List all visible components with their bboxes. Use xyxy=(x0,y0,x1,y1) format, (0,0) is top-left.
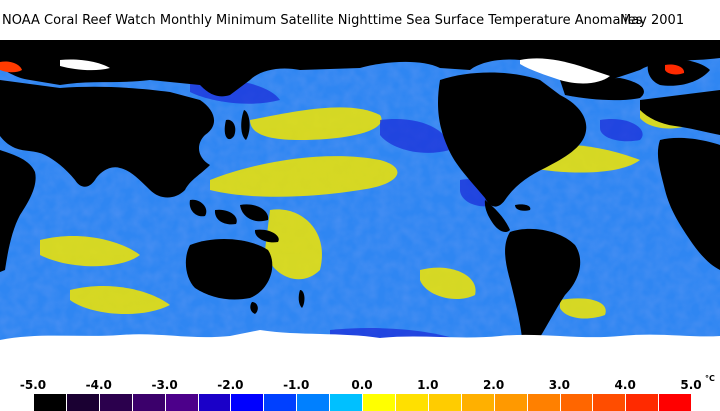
legend-unit: °C xyxy=(705,374,715,383)
legend-tick-label: -5.0 xyxy=(19,378,47,392)
color-bar-segment xyxy=(198,394,232,411)
color-bar-segment xyxy=(264,394,298,411)
color-bar-segment xyxy=(659,394,693,411)
map-date: May 2001 xyxy=(620,13,685,28)
legend-tick-label: -2.0 xyxy=(217,378,244,392)
color-bar-segment xyxy=(428,394,462,411)
color-bar xyxy=(33,394,693,411)
hot-anomaly-spot xyxy=(665,64,685,75)
color-bar-segment xyxy=(363,394,396,411)
legend-tick-label: -4.0 xyxy=(85,378,112,392)
color-bar-segment xyxy=(297,394,331,411)
legend-tick-label: 3.0 xyxy=(548,378,571,392)
legend-tick-label: 5.0 xyxy=(680,378,702,392)
color-bar-segment xyxy=(165,394,199,411)
map-title: NOAA Coral Reef Watch Monthly Minimum Sa… xyxy=(2,13,643,28)
color-bar-segment xyxy=(231,394,265,411)
color-bar-segment xyxy=(461,394,495,411)
color-bar-segment xyxy=(99,394,133,411)
hot-anomaly-spot xyxy=(0,61,22,73)
color-bar-segment xyxy=(330,394,364,411)
color-bar-segment xyxy=(132,394,166,411)
color-bar-segment xyxy=(593,394,627,411)
legend-tick-label: 0.0 xyxy=(351,378,373,392)
sea-ice xyxy=(0,58,720,370)
legend-tick-label: 1.0 xyxy=(417,378,439,392)
world-map xyxy=(0,40,720,370)
color-scale-legend: -5.0 -4.0 -3.0 -2.0 -1.0 0.0 1.0 2.0 3.0 4.0 5.0 °C xyxy=(0,372,720,411)
legend-tick-label: -3.0 xyxy=(151,378,178,392)
color-bar-segment xyxy=(395,394,429,411)
landmasses xyxy=(0,40,720,349)
color-bar-segment xyxy=(34,394,67,411)
color-bar-segment xyxy=(560,394,594,411)
title-bar: NOAA Coral Reef Watch Monthly Minimum Sa… xyxy=(0,0,720,40)
color-bar-segment xyxy=(494,394,528,411)
color-bar-segment xyxy=(527,394,561,411)
legend-tick-label: 4.0 xyxy=(614,378,636,392)
color-bar-segment xyxy=(66,394,100,411)
warm-anomaly-patches xyxy=(40,106,690,319)
legend-tick-label: -1.0 xyxy=(283,378,310,392)
legend-tick-label: 2.0 xyxy=(482,378,505,392)
color-bar-segment xyxy=(626,394,660,411)
